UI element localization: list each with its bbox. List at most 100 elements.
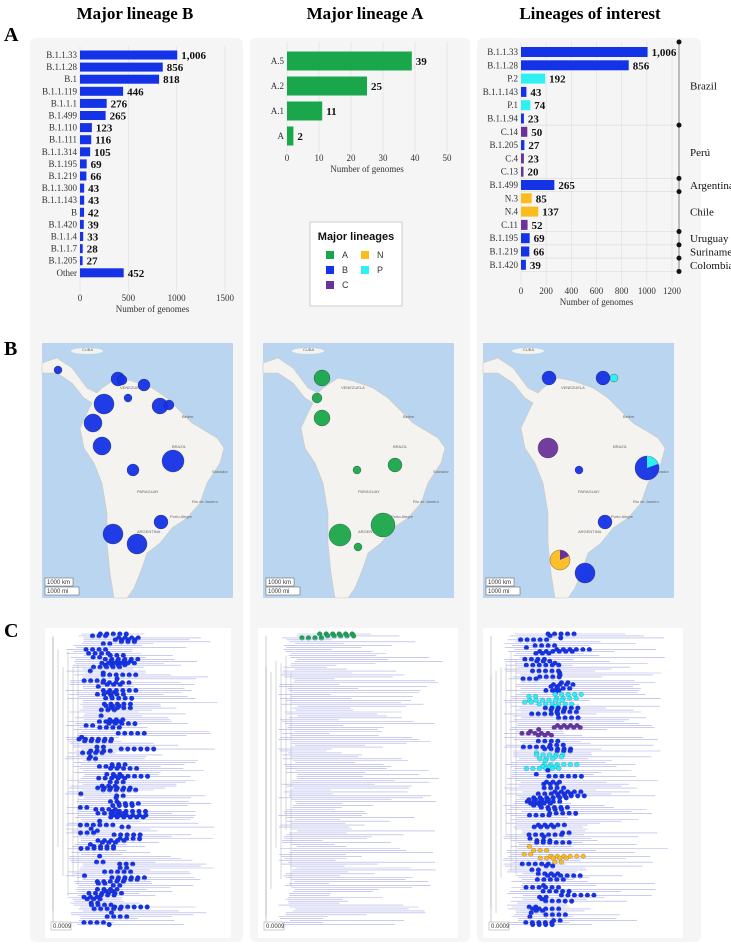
south-america-landmass	[482, 357, 666, 599]
tip-marker	[96, 719, 102, 725]
tip-marker	[110, 803, 116, 809]
category-label: B.1.1.300	[42, 183, 78, 193]
tip-marker	[556, 674, 562, 680]
bar	[80, 219, 84, 229]
cuba-landmass	[292, 348, 324, 354]
phylogenetic-tree-2: 0.0009	[483, 628, 683, 938]
tip-marker	[115, 730, 121, 736]
column-title-lineage-b: Major lineage B	[76, 4, 194, 23]
tip-marker	[573, 810, 579, 816]
bar	[521, 60, 629, 71]
tip-marker	[547, 840, 553, 846]
group-dot	[676, 175, 682, 181]
tip-marker	[95, 881, 101, 887]
tip-marker	[545, 768, 551, 774]
tip-marker	[117, 914, 123, 920]
x-tick-label: 500	[122, 293, 136, 303]
lineage-pie-marker	[93, 393, 115, 415]
tip-marker	[120, 793, 126, 799]
tip-marker	[107, 879, 113, 885]
south-america-landmass	[262, 357, 446, 599]
tip-marker	[542, 711, 548, 717]
tip-marker	[125, 639, 131, 645]
bar	[521, 113, 524, 124]
legend-box	[309, 221, 403, 307]
tip-marker	[549, 885, 555, 891]
tip-marker	[111, 914, 117, 920]
lineage-pie-marker	[153, 514, 169, 530]
column-title-lineage-a: Major lineage A	[306, 4, 424, 23]
tip-marker	[135, 730, 141, 736]
tip-marker	[556, 649, 562, 655]
tip-marker	[549, 922, 555, 928]
tip-marker	[542, 705, 548, 711]
tip-marker	[114, 766, 120, 772]
tip-marker	[80, 750, 86, 756]
tip-marker	[551, 873, 557, 879]
tip-marker	[93, 756, 99, 762]
tip-marker	[547, 888, 553, 894]
tip-marker	[101, 810, 107, 816]
category-label: B.1	[64, 74, 77, 84]
x-tick-label: 30	[379, 153, 389, 163]
x-tick-label: 1000	[638, 286, 657, 296]
tip-marker	[114, 879, 120, 885]
tip-marker	[560, 810, 566, 816]
legend-swatch	[326, 251, 334, 259]
tip-marker	[126, 787, 132, 793]
map-place-label: Belém	[623, 414, 635, 419]
tip-marker	[102, 775, 108, 781]
data-label: 856	[633, 60, 650, 72]
tip-marker	[563, 649, 569, 655]
tip-marker	[523, 662, 529, 668]
tip-marker	[563, 795, 569, 801]
category-label: B.1.111	[49, 135, 77, 145]
tip-marker	[551, 725, 557, 731]
bar	[80, 195, 85, 205]
tip-marker	[530, 662, 536, 668]
tip-marker	[528, 656, 534, 662]
tip-marker	[567, 686, 573, 692]
tip-marker	[102, 869, 108, 875]
category-label: B.1.1.1	[51, 98, 77, 108]
cuba-landmass	[512, 348, 544, 354]
tip-marker	[556, 885, 562, 891]
tip-marker	[312, 635, 318, 641]
panel-label-a: A	[4, 24, 19, 46]
tip-marker	[531, 637, 537, 643]
tip-marker	[545, 643, 551, 649]
tip-marker	[556, 662, 562, 668]
tip-marker	[106, 922, 112, 928]
tip-marker	[530, 922, 536, 928]
x-tick-label: 0	[519, 286, 524, 296]
tip-marker	[114, 886, 120, 892]
tip-marker	[107, 799, 113, 805]
tip-marker	[103, 725, 109, 731]
x-tick-label: 800	[615, 286, 629, 296]
tip-marker	[528, 851, 534, 857]
tip-marker	[97, 654, 103, 660]
tip-marker	[556, 766, 562, 772]
tip-marker	[543, 668, 549, 674]
tip-marker	[527, 836, 533, 842]
tip-marker	[84, 830, 90, 836]
tip-marker	[552, 643, 558, 649]
category-label: B.1.1.94	[487, 114, 518, 124]
tip-marker	[571, 725, 577, 731]
tip-marker	[526, 844, 532, 850]
tip-marker	[547, 752, 553, 758]
legend-swatch	[361, 266, 369, 274]
tip-marker	[108, 738, 114, 744]
tip-marker	[543, 898, 549, 904]
category-label: B.1.219	[489, 247, 518, 257]
map-place-label: Belém	[403, 414, 415, 419]
x-tick-label: 0	[285, 153, 290, 163]
tip-marker	[117, 865, 123, 871]
tip-marker	[344, 633, 350, 639]
scale-bar-km	[485, 577, 515, 587]
tip-marker	[96, 633, 102, 639]
tip-marker	[535, 711, 541, 717]
tip-marker	[558, 892, 564, 898]
tip-marker	[144, 904, 150, 910]
